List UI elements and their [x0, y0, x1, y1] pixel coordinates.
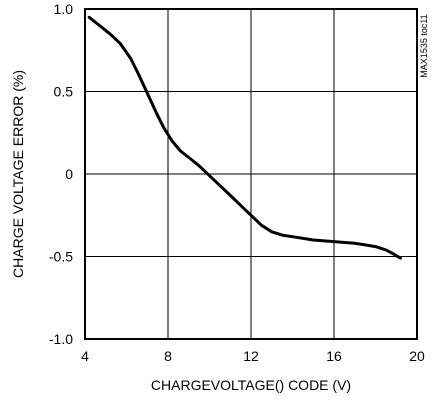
series-line: [89, 17, 400, 258]
tick-labels: 4 8 12 16 20 1.0 0.5 0 -0.5 -1.0: [49, 1, 425, 364]
y-tick-label: 0.5: [54, 84, 74, 100]
y-tick-label: -0.5: [49, 249, 73, 265]
figure-reference-label: MAX1535 toc11: [419, 14, 429, 77]
y-axis-label: CHARGE VOLTAGE ERROR (%): [10, 70, 26, 278]
grid: [85, 9, 417, 339]
x-axis-label: CHARGEVOLTAGE() CODE (V): [151, 377, 351, 393]
x-tick-label: 20: [409, 348, 425, 364]
y-tick-label: -1.0: [49, 331, 73, 347]
y-tick-label: 0: [65, 166, 73, 182]
x-tick-label: 4: [81, 348, 89, 364]
x-tick-label: 12: [243, 348, 259, 364]
series-layer: [89, 17, 400, 258]
x-tick-label: 16: [326, 348, 342, 364]
x-tick-label: 8: [164, 348, 172, 364]
y-tick-label: 1.0: [54, 1, 74, 17]
